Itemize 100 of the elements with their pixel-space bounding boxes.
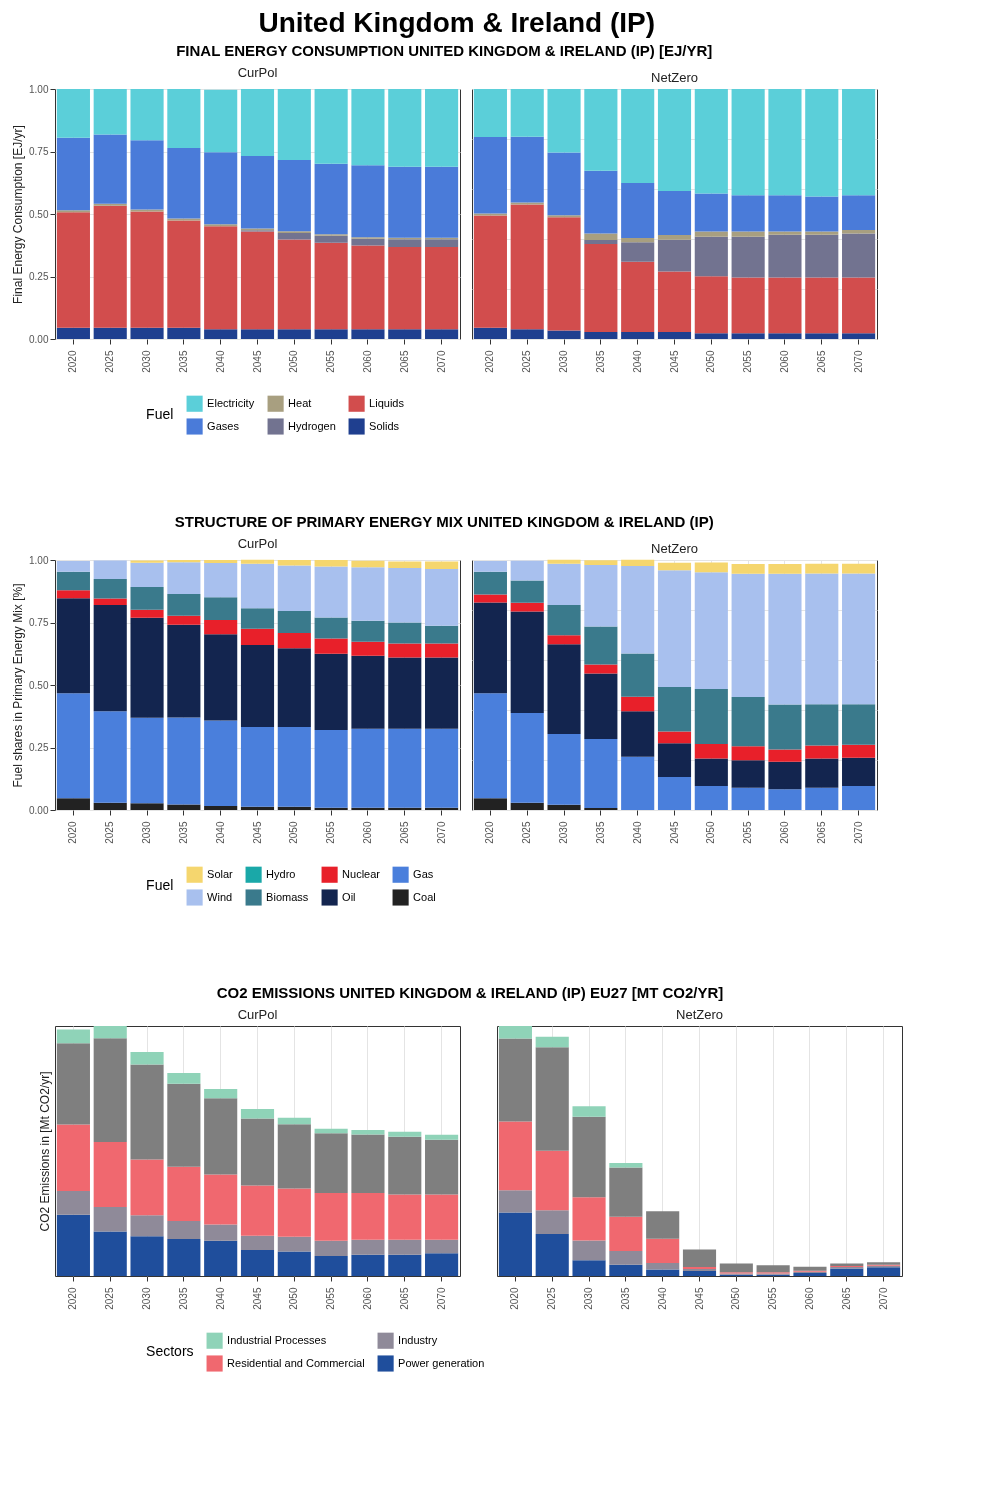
x-tick-label: 2050 bbox=[730, 1287, 742, 1310]
y-tick-label: 0.75 bbox=[29, 617, 49, 628]
legend-label: Nuclear bbox=[342, 867, 381, 880]
legend-title: Sectors bbox=[146, 1343, 194, 1359]
x-tick-label: 2035 bbox=[177, 350, 189, 373]
legend-label: Solar bbox=[207, 867, 234, 880]
x-tick-label: 2050 bbox=[288, 821, 300, 844]
legend-label: Industry bbox=[398, 1333, 438, 1346]
x-tick-label: 2045 bbox=[251, 821, 263, 844]
y-tick-label: 1.00 bbox=[29, 554, 49, 566]
x-tick-label: 2065 bbox=[815, 350, 827, 373]
legend-label: Biomass bbox=[266, 890, 309, 903]
legend-label: Liquids bbox=[369, 396, 405, 409]
legend-label: Solids bbox=[369, 419, 400, 432]
legend-label: Heat bbox=[288, 396, 312, 409]
x-tick-label: 2060 bbox=[361, 1287, 373, 1310]
text: United Kingdom & Ireland (IP) bbox=[258, 6, 656, 38]
x-tick-label: 2040 bbox=[214, 350, 226, 373]
chart-title: NetZero bbox=[651, 540, 698, 556]
x-tick-label: 2045 bbox=[668, 350, 680, 373]
x-tick-label: 2065 bbox=[398, 821, 410, 844]
x-tick-label: 2050 bbox=[288, 1287, 300, 1310]
x-tick-label: 2025 bbox=[521, 821, 533, 844]
x-tick-label: 2060 bbox=[361, 821, 373, 844]
chart-title: NetZero bbox=[651, 70, 698, 85]
y-tick-label: 0.25 bbox=[29, 271, 49, 282]
x-tick-label: 2070 bbox=[877, 1287, 889, 1310]
y-tick-label: 0.75 bbox=[29, 146, 49, 157]
legend-label: Electricity bbox=[207, 396, 255, 409]
x-tick-label: 2040 bbox=[631, 821, 643, 844]
x-tick-label: 2040 bbox=[631, 350, 643, 373]
x-tick-label: 2065 bbox=[398, 1287, 410, 1310]
legend-title: Fuel bbox=[146, 877, 174, 893]
x-tick-label: 2035 bbox=[594, 821, 606, 844]
legend-label: Coal bbox=[413, 890, 436, 903]
legend-label: Hydro bbox=[266, 867, 296, 880]
chart-subtitle: STRUCTURE OF PRIMARY ENERGY MIX UNITED KINGDOM & IRELAND (IP) bbox=[174, 512, 714, 530]
x-tick-label: 2045 bbox=[251, 350, 263, 373]
x-tick-label: 2045 bbox=[693, 1287, 705, 1310]
y-tick-label: 0.25 bbox=[29, 742, 49, 753]
y-tick-label: 0.50 bbox=[29, 679, 49, 691]
legend-label: Power generation bbox=[398, 1356, 485, 1369]
x-tick-label: 2025 bbox=[546, 1287, 558, 1310]
y-tick-label: 0.00 bbox=[29, 333, 49, 345]
x-tick-label: 2070 bbox=[852, 821, 864, 844]
x-tick-label: 2030 bbox=[141, 1287, 153, 1310]
chart-title: CurPol bbox=[237, 1007, 278, 1022]
x-tick-label: 2035 bbox=[177, 1287, 189, 1310]
x-tick-label: 2060 bbox=[778, 350, 790, 373]
x-tick-label: 2050 bbox=[705, 350, 717, 373]
chart-title: CurPol bbox=[237, 536, 278, 551]
x-tick-label: 2065 bbox=[840, 1287, 852, 1310]
x-tick-label: 2020 bbox=[509, 1287, 521, 1310]
x-tick-label: 2055 bbox=[742, 821, 754, 844]
legend-title: Fuel bbox=[146, 406, 174, 422]
x-tick-label: 2035 bbox=[177, 821, 189, 844]
x-tick-label: 2025 bbox=[521, 350, 533, 373]
x-tick-label: 2030 bbox=[141, 821, 153, 844]
x-tick-label: 2055 bbox=[742, 350, 754, 373]
chart-subtitle: CO2 EMISSIONS UNITED KINGDOM & IRELAND (IP) EU27 [MT CO2/YR] bbox=[216, 983, 724, 1001]
x-tick-label: 2040 bbox=[214, 821, 226, 844]
x-tick-label: 2055 bbox=[767, 1287, 779, 1310]
x-tick-label: 2030 bbox=[558, 821, 570, 844]
x-tick-label: 2070 bbox=[435, 350, 447, 373]
chart-subtitle: FINAL ENERGY CONSUMPTION UNITED KINGDOM & IRELAND (IP) [EJ/YR] bbox=[176, 41, 713, 59]
chart-title: NetZero bbox=[676, 1007, 723, 1022]
legend-label: Oil bbox=[342, 890, 356, 903]
x-tick-label: 2055 bbox=[325, 821, 337, 844]
legend-label: Gases bbox=[207, 419, 240, 432]
x-tick-label: 2055 bbox=[325, 350, 337, 373]
x-tick-label: 2065 bbox=[815, 821, 827, 844]
legend-label: Industrial Processes bbox=[227, 1333, 327, 1346]
x-tick-label: 2020 bbox=[67, 821, 79, 844]
x-tick-label: 2070 bbox=[852, 350, 864, 373]
x-tick-label: 2050 bbox=[705, 821, 717, 844]
x-tick-label: 2020 bbox=[67, 1287, 79, 1310]
x-tick-label: 2060 bbox=[361, 350, 373, 373]
x-tick-label: 2035 bbox=[594, 350, 606, 373]
x-tick-label: 2020 bbox=[484, 350, 496, 373]
x-tick-label: 2025 bbox=[104, 821, 116, 844]
x-tick-label: 2035 bbox=[619, 1287, 631, 1310]
y-tick-label: 0.50 bbox=[29, 208, 49, 220]
x-tick-label: 2040 bbox=[214, 1287, 226, 1310]
x-tick-label: 2045 bbox=[251, 1287, 263, 1310]
x-tick-label: 2020 bbox=[484, 821, 496, 844]
x-tick-label: 2020 bbox=[67, 350, 79, 373]
x-tick-label: 2065 bbox=[398, 350, 410, 373]
y-axis-title: Fuel shares in Primary Energy Mix [%] bbox=[11, 583, 26, 788]
legend-label: Gas bbox=[413, 867, 434, 880]
x-tick-label: 2070 bbox=[435, 821, 447, 844]
x-tick-label: 2055 bbox=[325, 1287, 337, 1310]
y-tick-label: 0.00 bbox=[29, 804, 49, 816]
x-tick-label: 2060 bbox=[778, 821, 790, 844]
y-axis-title: Final Energy Consumption [EJ/yr] bbox=[11, 125, 26, 304]
x-tick-label: 2025 bbox=[104, 1287, 116, 1310]
x-tick-label: 2050 bbox=[288, 350, 300, 373]
x-tick-label: 2030 bbox=[583, 1287, 595, 1310]
x-tick-label: 2030 bbox=[558, 350, 570, 373]
x-tick-label: 2070 bbox=[435, 1287, 447, 1310]
x-tick-label: 2030 bbox=[141, 350, 153, 373]
